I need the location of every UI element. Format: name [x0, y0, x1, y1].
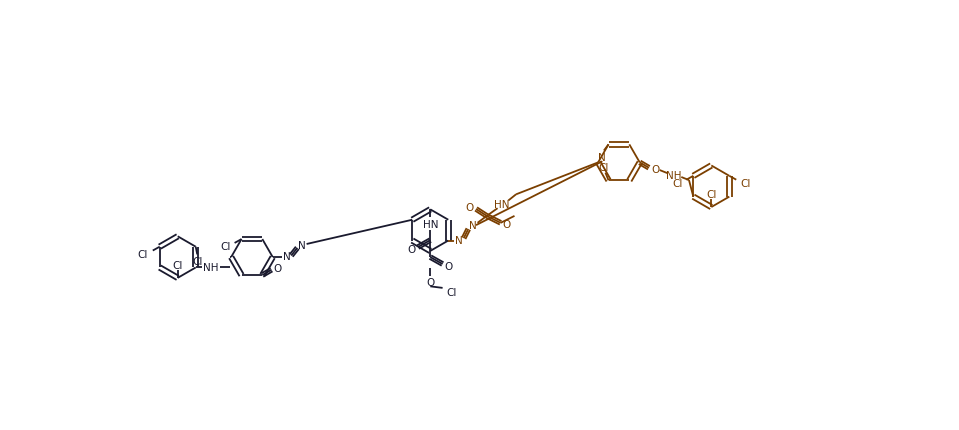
- Text: N: N: [283, 252, 291, 262]
- Text: N: N: [298, 240, 306, 250]
- Text: O: O: [408, 244, 416, 254]
- Text: N: N: [456, 235, 463, 245]
- Text: Cl: Cl: [706, 190, 716, 200]
- Text: NH: NH: [666, 170, 681, 180]
- Text: O: O: [445, 261, 453, 271]
- Text: O: O: [466, 203, 474, 213]
- Text: O: O: [426, 277, 434, 287]
- Text: Cl: Cl: [598, 163, 609, 173]
- Text: Cl: Cl: [192, 256, 202, 266]
- Text: Cl: Cl: [137, 249, 148, 259]
- Text: Cl: Cl: [447, 287, 457, 297]
- Text: N: N: [598, 152, 606, 162]
- Text: Cl: Cl: [740, 178, 751, 188]
- Text: NH: NH: [203, 262, 219, 272]
- Text: O: O: [651, 165, 659, 175]
- Text: Cl: Cl: [672, 178, 683, 188]
- Text: O: O: [273, 264, 282, 273]
- Text: Cl: Cl: [173, 260, 183, 270]
- Text: HN: HN: [423, 219, 438, 230]
- Text: N: N: [469, 221, 477, 230]
- Text: Cl: Cl: [221, 241, 230, 252]
- Text: O: O: [503, 220, 511, 230]
- Text: HN: HN: [495, 199, 510, 209]
